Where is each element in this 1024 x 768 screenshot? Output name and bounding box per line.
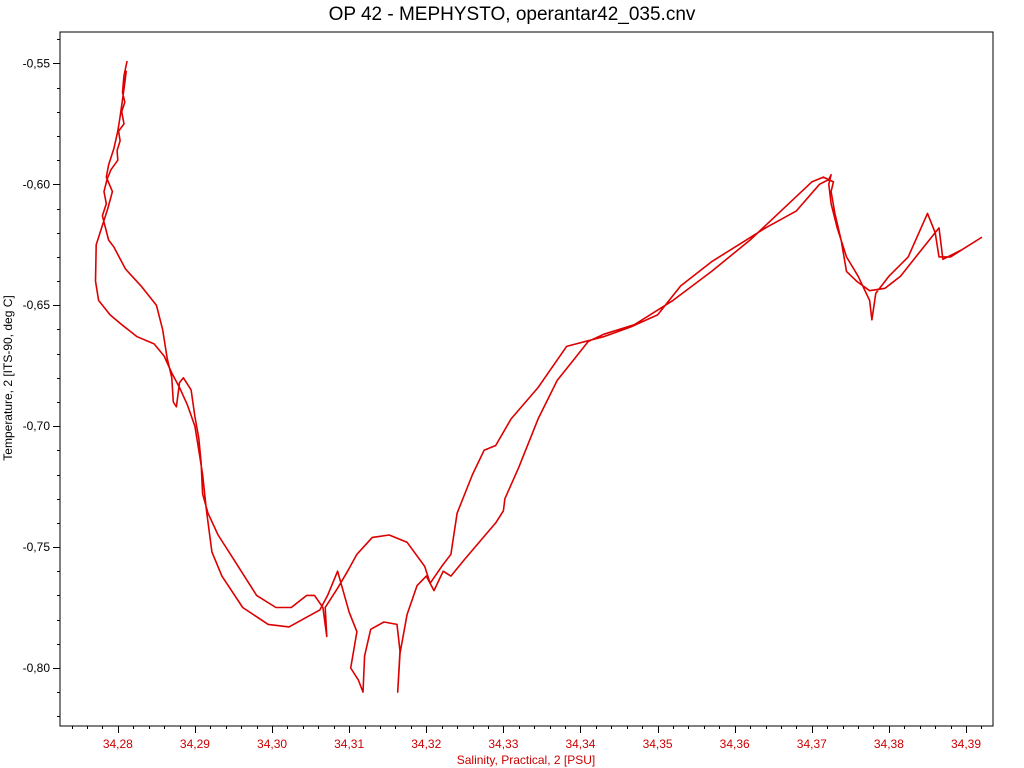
tick-labels: 34,28 34,29 34,30 34,31 34,32 34,33 34,34 34,35…	[23, 56, 982, 751]
y-tick-label: -0,70	[23, 419, 51, 433]
x-tick-label: 34,37	[797, 737, 827, 751]
x-tick-label: 34,34	[565, 737, 595, 751]
y-tick-label: -0,65	[23, 298, 51, 312]
x-axis-label: Salinity, Practical, 2 [PSU]	[457, 753, 596, 767]
x-tick-label: 34,28	[103, 737, 133, 751]
plot-frame	[59, 31, 994, 727]
series-layer	[94, 60, 983, 693]
axis-ticks	[53, 39, 982, 733]
chart-title: OP 42 - MEPHYSTO, operantar42_035.cnv	[329, 4, 696, 25]
x-tick-label: 34,33	[488, 737, 518, 751]
series-line	[94, 60, 983, 693]
x-tick-label: 34,30	[257, 737, 287, 751]
y-tick-label: -0,80	[23, 661, 51, 675]
x-tick-label: 34,38	[874, 737, 904, 751]
y-tick-label: -0,55	[23, 56, 51, 70]
x-tick-label: 34,32	[411, 737, 441, 751]
x-tick-label: 34,35	[643, 737, 673, 751]
x-tick-label: 34,36	[720, 737, 750, 751]
x-tick-label: 34,31	[334, 737, 364, 751]
y-tick-label: -0,60	[23, 177, 51, 191]
x-tick-label: 34,29	[180, 737, 210, 751]
x-tick-label: 34,39	[951, 737, 981, 751]
y-tick-label: -0,75	[23, 540, 51, 554]
y-axis-label: Temperature, 2 [ITS-90, deg C]	[1, 295, 15, 460]
